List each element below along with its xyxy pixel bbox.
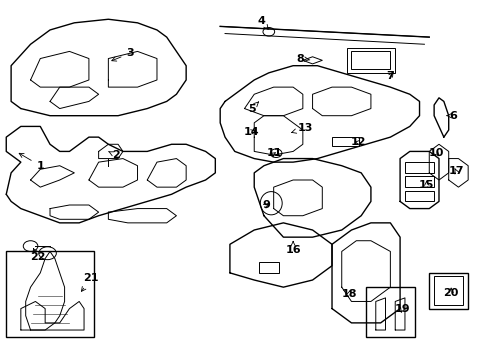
- Bar: [351, 51, 389, 69]
- Text: 15: 15: [418, 180, 434, 190]
- Text: 10: 10: [428, 148, 443, 158]
- Text: 8: 8: [296, 54, 309, 64]
- Text: 2: 2: [109, 150, 119, 160]
- Text: 19: 19: [394, 303, 409, 314]
- Text: 12: 12: [350, 138, 366, 148]
- Bar: [404, 162, 433, 173]
- Bar: [366, 287, 414, 337]
- Text: 1: 1: [19, 153, 44, 171]
- Text: 22: 22: [30, 249, 45, 262]
- Bar: [331, 137, 358, 146]
- Bar: [404, 191, 433, 202]
- Text: 20: 20: [443, 288, 458, 297]
- Text: 14: 14: [244, 127, 259, 137]
- Bar: [428, 273, 467, 309]
- Text: 3: 3: [112, 48, 134, 61]
- Text: 13: 13: [291, 123, 312, 133]
- Text: 7: 7: [386, 71, 393, 81]
- Text: 6: 6: [446, 111, 457, 121]
- Bar: [404, 176, 433, 187]
- Text: 16: 16: [285, 242, 300, 255]
- Bar: [6, 251, 94, 337]
- Text: 17: 17: [447, 166, 463, 176]
- Text: 9: 9: [262, 200, 270, 210]
- Bar: [346, 48, 394, 73]
- Bar: [259, 262, 278, 273]
- Text: 18: 18: [341, 289, 356, 299]
- Text: 4: 4: [257, 16, 268, 29]
- Bar: [433, 276, 462, 305]
- Text: 21: 21: [81, 273, 99, 291]
- Text: 11: 11: [266, 148, 282, 158]
- Text: 5: 5: [247, 102, 258, 113]
